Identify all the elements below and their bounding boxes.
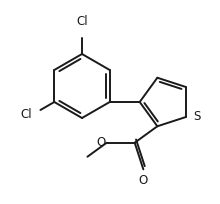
Text: O: O — [96, 136, 106, 149]
Text: O: O — [139, 174, 148, 187]
Text: Cl: Cl — [20, 109, 32, 122]
Text: Cl: Cl — [76, 15, 88, 28]
Text: S: S — [193, 111, 201, 123]
